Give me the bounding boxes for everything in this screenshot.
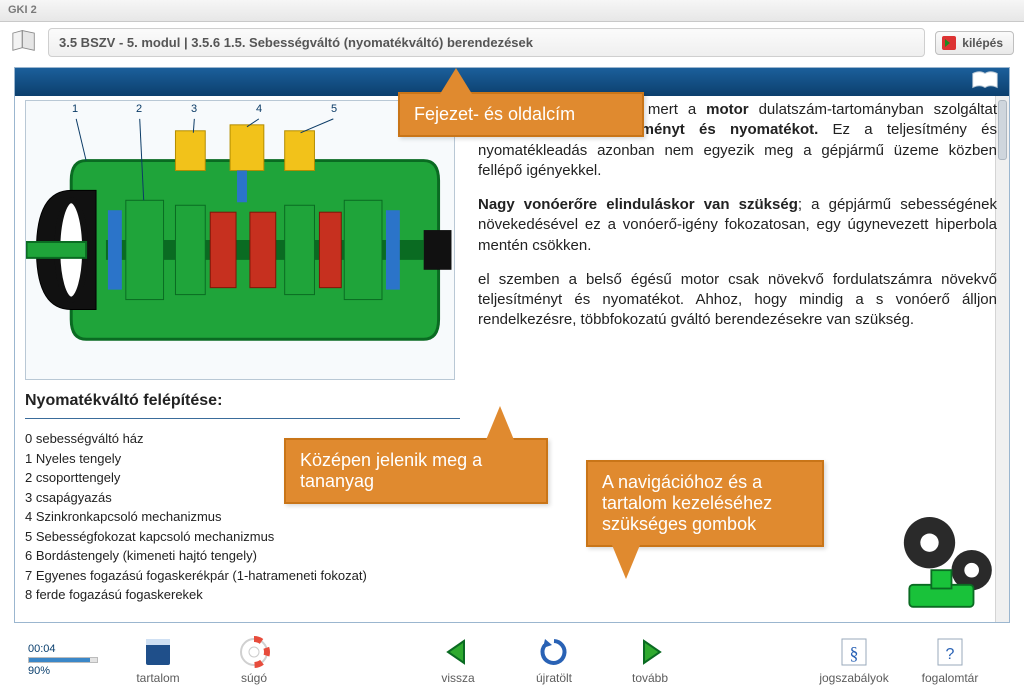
next-button[interactable]: tovább: [604, 628, 696, 692]
gearbox-svg: [26, 101, 454, 379]
legend-item: 6 Bordástengely (kimeneti hajtó tengely): [25, 546, 460, 566]
lifebuoy-icon: [236, 635, 272, 669]
progress-time: 00:04: [28, 643, 98, 655]
back-button[interactable]: vissza: [412, 628, 504, 692]
legend-item: 5 Sebességfokozat kapcsoló mechanizmus: [25, 527, 460, 547]
book-icon: [10, 28, 38, 57]
gearbox-diagram: 1 2 3 4 5: [25, 100, 455, 380]
callout-center: Középen jelenik meg a tananyag: [284, 438, 548, 504]
breadcrumb-text: 3.5 BSZV - 5. modul | 3.5.6 1.5. Sebessé…: [59, 35, 533, 50]
gear-decoration-icon: [891, 506, 1001, 616]
reload-icon: [536, 635, 572, 669]
breadcrumb: 3.5 BSZV - 5. modul | 3.5.6 1.5. Sebessé…: [48, 28, 925, 57]
content-frame: 1 2 3 4 5: [14, 67, 1010, 623]
bottom-toolbar: 00:04 90% tartalom súgó vissza: [0, 624, 1024, 696]
legend-item: 8 ferde fogazású fogaskerekek: [25, 585, 460, 605]
exit-button[interactable]: kilépés: [935, 31, 1014, 55]
legend-item: 7 Egyenes fogazású fogaskerékpár (1-hatr…: [25, 566, 460, 586]
reload-button[interactable]: újratölt: [508, 628, 600, 692]
window-titlebar: GKI 2: [0, 0, 1024, 22]
svg-text:§: §: [850, 643, 859, 663]
arrow-left-icon: [440, 635, 476, 669]
laws-button[interactable]: § jogszabályok: [808, 628, 900, 692]
breadcrumb-row: 3.5 BSZV - 5. modul | 3.5.6 1.5. Sebessé…: [0, 22, 1024, 63]
window-title: GKI 2: [8, 4, 37, 16]
page-body: 1 2 3 4 5: [25, 100, 997, 614]
divider: [25, 418, 460, 419]
callout-title: Fejezet- és oldalcím: [398, 92, 644, 137]
diagram-top-numbers: 1 2 3 4 5: [26, 103, 454, 123]
legend-item: 4 Szinkronkapcsoló mechanizmus: [25, 507, 460, 527]
paragraph-3: el szemben a belső égésű motor csak növe…: [478, 270, 997, 331]
paragraph-2: Nagy vonóerőre elinduláskor van szükség;…: [478, 195, 997, 256]
progress-percent: 90%: [28, 665, 98, 677]
exit-icon: [942, 36, 956, 50]
diagram-subheading: Nyomatékváltó felépítése:: [25, 392, 460, 410]
left-column: 1 2 3 4 5: [25, 100, 460, 614]
open-book-icon: [971, 70, 999, 92]
book-closed-icon: [140, 635, 176, 669]
glossary-icon: ?: [932, 635, 968, 669]
exit-label: kilépés: [962, 36, 1003, 50]
callout-nav: A navigációhoz és a tartalom kezeléséhez…: [586, 460, 824, 547]
svg-text:?: ?: [946, 646, 955, 663]
help-button[interactable]: súgó: [208, 628, 300, 692]
arrow-right-icon: [632, 635, 668, 669]
progress-meter: 00:04 90%: [28, 643, 98, 677]
progress-bar: [28, 657, 98, 663]
glossary-button[interactable]: ? fogalomtár: [904, 628, 996, 692]
contents-button[interactable]: tartalom: [112, 628, 204, 692]
paragraph-icon: §: [836, 635, 872, 669]
